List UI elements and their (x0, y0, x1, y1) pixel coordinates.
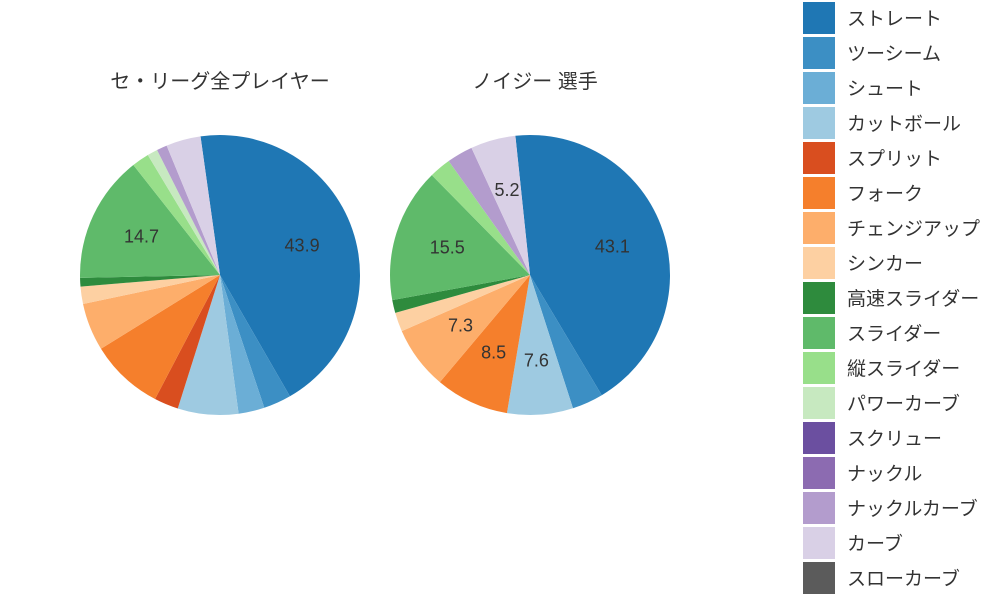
legend-item: カーブ (803, 525, 980, 560)
legend-swatch (803, 457, 835, 489)
legend-item: ストレート (803, 0, 980, 35)
legend-swatch (803, 492, 835, 524)
legend-label: ナックル (847, 459, 922, 486)
legend-label: カットボール (847, 109, 961, 136)
legend: ストレートツーシームシュートカットボールスプリットフォークチェンジアップシンカー… (803, 0, 980, 595)
legend-item: スプリット (803, 140, 980, 175)
legend-item: ナックル (803, 455, 980, 490)
legend-label: フォーク (847, 179, 923, 206)
legend-label: シンカー (847, 249, 923, 276)
legend-item: ナックルカーブ (803, 490, 980, 525)
legend-item: シンカー (803, 245, 980, 280)
legend-swatch (803, 317, 835, 349)
legend-label: 高速スライダー (847, 284, 979, 311)
legend-item: シュート (803, 70, 980, 105)
legend-item: スローカーブ (803, 560, 980, 595)
legend-swatch (803, 142, 835, 174)
legend-label: シュート (847, 74, 923, 101)
legend-swatch (803, 107, 835, 139)
slice-value-label: 43.1 (595, 236, 630, 256)
legend-swatch (803, 352, 835, 384)
legend-item: スライダー (803, 315, 980, 350)
legend-item: スクリュー (803, 420, 980, 455)
legend-label: チェンジアップ (847, 214, 980, 241)
legend-item: 高速スライダー (803, 280, 980, 315)
legend-swatch (803, 422, 835, 454)
slice-value-label: 43.9 (285, 236, 320, 256)
legend-label: ツーシーム (847, 39, 941, 66)
legend-label: ストレート (847, 4, 942, 31)
legend-swatch (803, 527, 835, 559)
legend-swatch (803, 247, 835, 279)
legend-swatch (803, 177, 835, 209)
legend-swatch (803, 387, 835, 419)
legend-swatch (803, 2, 835, 34)
slice-value-label: 5.2 (494, 180, 519, 200)
legend-item: ツーシーム (803, 35, 980, 70)
slice-value-label: 15.5 (430, 238, 465, 258)
legend-label: ナックルカーブ (847, 494, 978, 521)
legend-item: 縦スライダー (803, 350, 980, 385)
slice-value-label: 8.5 (481, 343, 506, 363)
legend-swatch (803, 37, 835, 69)
slice-value-label: 7.3 (448, 316, 473, 336)
legend-swatch (803, 562, 835, 594)
legend-label: 縦スライダー (847, 354, 960, 381)
legend-swatch (803, 212, 835, 244)
legend-swatch (803, 72, 835, 104)
legend-label: スプリット (847, 144, 942, 171)
legend-label: パワーカーブ (847, 389, 960, 416)
legend-label: スローカーブ (847, 564, 960, 591)
chart-frame: セ・リーグ全プレイヤー ノイジー 選手 43.914.743.17.68.57.… (0, 0, 1000, 600)
legend-item: カットボール (803, 105, 980, 140)
legend-item: チェンジアップ (803, 210, 980, 245)
legend-swatch (803, 282, 835, 314)
legend-item: フォーク (803, 175, 980, 210)
legend-label: スライダー (847, 319, 941, 346)
legend-item: パワーカーブ (803, 385, 980, 420)
slice-value-label: 7.6 (524, 350, 549, 370)
legend-label: カーブ (847, 529, 903, 556)
slice-value-label: 14.7 (124, 227, 159, 247)
pie-charts-svg: 43.9 14.7 43.1 7.6 8.5 7.3 15.5 5.2 (0, 0, 700, 600)
legend-label: スクリュー (847, 424, 942, 451)
